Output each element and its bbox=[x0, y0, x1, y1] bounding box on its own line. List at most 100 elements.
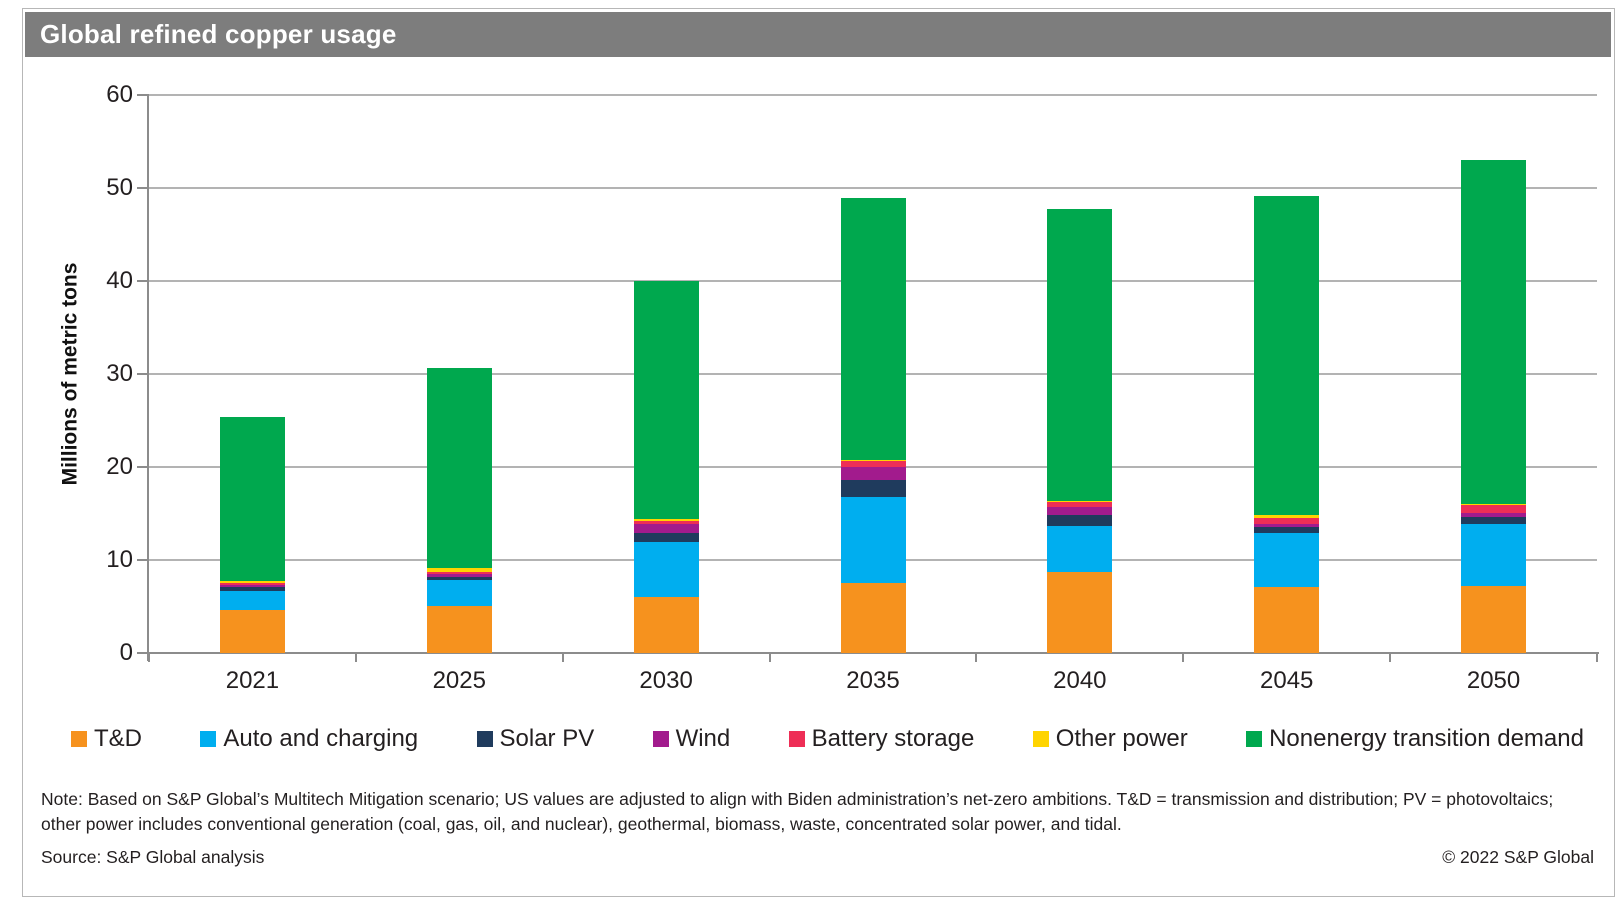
bar-stack bbox=[426, 367, 492, 653]
x-tick-label: 2045 bbox=[1260, 667, 1314, 694]
y-tick-mark bbox=[137, 373, 147, 375]
bar-stack bbox=[219, 416, 285, 653]
bar-segment bbox=[219, 580, 285, 584]
x-tick-label: 2040 bbox=[1053, 667, 1107, 694]
bar-segment bbox=[1461, 517, 1527, 524]
legend-item: Nonenergy transition demand bbox=[1246, 725, 1584, 753]
gridline bbox=[149, 187, 1597, 189]
legend-swatch bbox=[71, 731, 87, 747]
legend-swatch bbox=[788, 731, 805, 747]
x-tick-label: 2035 bbox=[846, 667, 900, 694]
source-text: Source: S&P Global analysis bbox=[41, 847, 265, 867]
bar-segment bbox=[840, 583, 906, 653]
gridline bbox=[149, 94, 1597, 96]
bar-segment bbox=[1047, 208, 1113, 502]
x-tick-mark bbox=[1182, 654, 1185, 662]
bar-segment bbox=[219, 590, 285, 611]
x-tick-mark bbox=[354, 654, 357, 662]
bar-segment bbox=[1461, 523, 1527, 587]
bar-segment bbox=[840, 466, 906, 480]
x-tick-label: 2021 bbox=[225, 667, 280, 694]
y-tick-label: 60 bbox=[106, 81, 133, 108]
source-row: Source: S&P Global analysis © 2022 S&P G… bbox=[41, 847, 1594, 868]
bar-stack bbox=[633, 281, 699, 653]
bar-segment bbox=[426, 573, 492, 578]
y-tick-label: 0 bbox=[119, 639, 133, 666]
chart-title: Global refined copper usage bbox=[40, 19, 397, 49]
legend-item: Battery storage bbox=[788, 725, 975, 753]
bar-segment bbox=[1461, 586, 1527, 653]
y-tick-mark bbox=[137, 466, 147, 468]
bar-stack bbox=[1461, 160, 1527, 653]
bar-segment bbox=[1254, 586, 1320, 653]
bar-segment bbox=[633, 523, 699, 534]
bar-segment bbox=[1047, 515, 1113, 526]
legend-item: Other power bbox=[1032, 725, 1188, 753]
bar-segment bbox=[426, 606, 492, 653]
bar-segment bbox=[1047, 501, 1113, 503]
bar-segment bbox=[219, 584, 285, 587]
bar-segment bbox=[840, 496, 906, 584]
y-tick-mark bbox=[137, 187, 147, 189]
y-tick-label: 50 bbox=[106, 174, 133, 201]
bar-stack bbox=[840, 198, 906, 653]
bar-segment bbox=[840, 459, 906, 461]
legend-item: Auto and charging bbox=[200, 725, 418, 753]
x-tick-mark bbox=[1596, 654, 1598, 662]
bar-segment bbox=[633, 597, 699, 653]
bar-segment bbox=[1047, 525, 1113, 573]
legend-item: T&D bbox=[71, 725, 142, 753]
bar-segment bbox=[426, 577, 492, 581]
bar-segment bbox=[219, 416, 285, 581]
bar-segment bbox=[840, 479, 906, 497]
chart-header: Global refined copper usage bbox=[25, 12, 1611, 57]
bar-segment bbox=[633, 519, 699, 522]
chart-frame: Global refined copper usage Millions of … bbox=[22, 8, 1615, 897]
y-tick-mark bbox=[137, 280, 147, 282]
y-tick-label: 20 bbox=[106, 453, 133, 480]
x-tick-label: 2050 bbox=[1466, 667, 1521, 694]
legend-label: Auto and charging bbox=[223, 725, 419, 752]
bar-segment bbox=[633, 521, 699, 524]
y-tick-mark bbox=[137, 559, 147, 561]
x-tick-mark bbox=[148, 654, 150, 662]
bar-segment bbox=[426, 572, 492, 574]
bar-segment bbox=[633, 542, 699, 598]
bar-segment bbox=[1047, 572, 1113, 653]
legend: T&D Auto and charging Solar PV Wind Battery … bbox=[71, 725, 1584, 753]
bar-segment bbox=[1461, 504, 1527, 506]
bar-segment bbox=[219, 583, 285, 585]
bar-segment bbox=[1047, 507, 1113, 516]
bar-stack bbox=[1254, 196, 1320, 653]
bar-segment bbox=[1047, 502, 1113, 508]
y-tick-mark bbox=[137, 652, 147, 654]
x-tick-label: 2030 bbox=[639, 667, 693, 694]
bar-segment bbox=[1461, 505, 1527, 513]
bar-segment bbox=[1254, 527, 1320, 534]
bar-segment bbox=[219, 586, 285, 591]
bar-segment bbox=[633, 533, 699, 543]
legend-label: Nonenergy transition demand bbox=[1269, 725, 1584, 752]
copyright-text: © 2022 S&P Global bbox=[1442, 847, 1594, 867]
legend-swatch bbox=[1246, 731, 1263, 747]
y-tick-label: 40 bbox=[106, 267, 133, 294]
bar-segment bbox=[426, 580, 492, 607]
legend-label: Solar PV bbox=[499, 725, 595, 752]
legend-swatch bbox=[652, 731, 669, 747]
x-tick-mark bbox=[975, 654, 978, 662]
legend-label: T&D bbox=[94, 725, 142, 752]
bar-segment bbox=[1461, 160, 1527, 505]
bar-segment bbox=[1254, 533, 1320, 587]
note-text: Note: Based on S&P Global’s Multitech Mi… bbox=[41, 789, 1554, 834]
legend-label: Battery storage bbox=[811, 725, 975, 752]
bar-segment bbox=[840, 198, 906, 460]
legend-label: Other power bbox=[1055, 725, 1188, 752]
legend-swatch bbox=[200, 731, 217, 747]
bar-segment bbox=[1254, 518, 1320, 524]
bar-segment bbox=[633, 281, 699, 520]
y-tick-mark bbox=[137, 94, 147, 96]
x-tick-mark bbox=[561, 654, 564, 662]
legend-item: Solar PV bbox=[476, 725, 595, 753]
bar-segment bbox=[1461, 512, 1527, 518]
bar-segment bbox=[219, 610, 285, 653]
